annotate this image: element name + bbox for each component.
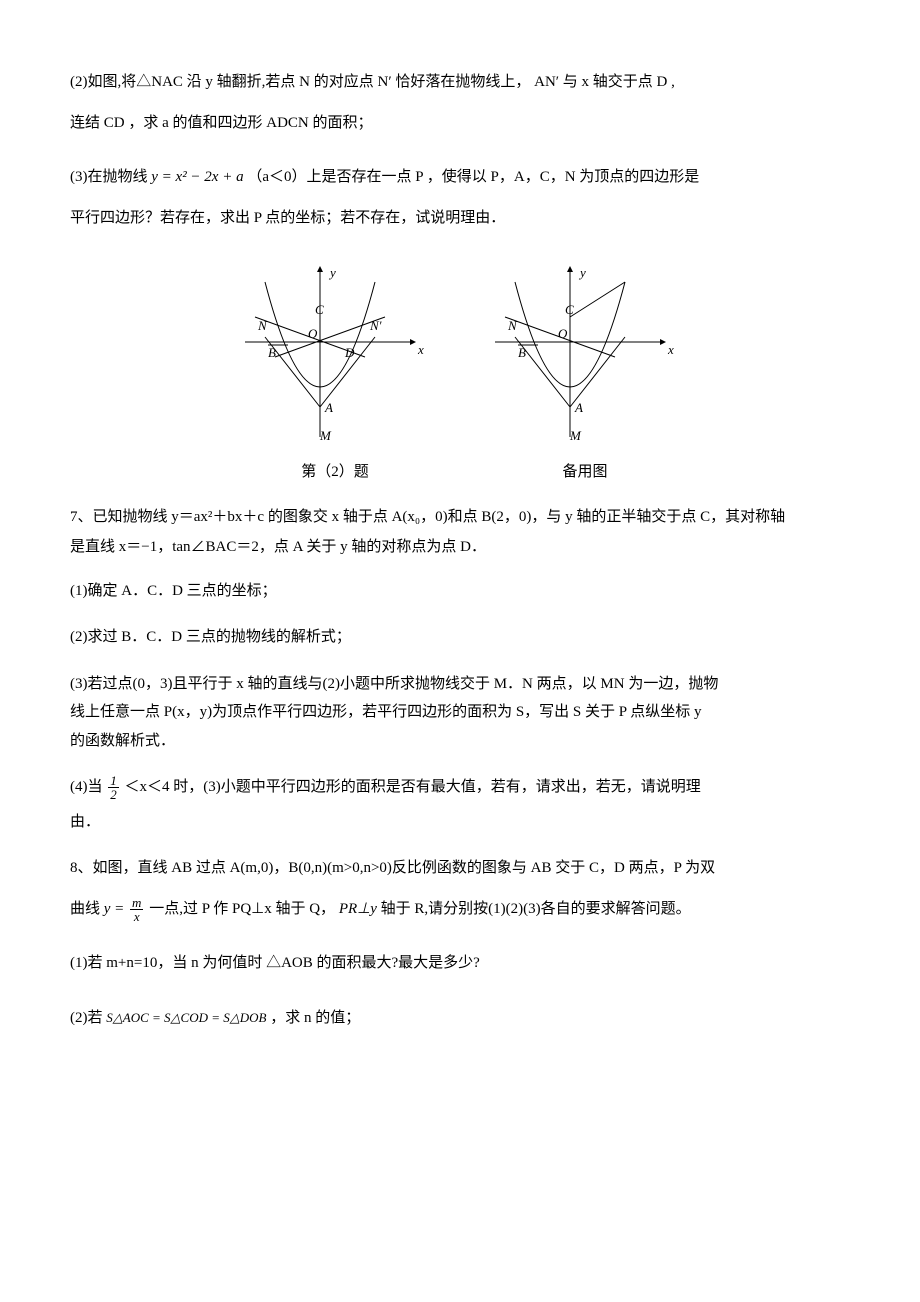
q7-p3-line1: (3)若过点(0，3)且平行于 x 轴的直线与(2)小题中所求抛物线交于 M．N… <box>70 670 850 699</box>
q6-part3-pre: (3)在抛物线 <box>70 169 148 185</box>
q7-p4-pre: (4)当 <box>70 779 103 795</box>
q8-p2: (2)若 S△AOC = S△COD = S△DOB ，求 n 的值； <box>70 1004 850 1033</box>
svg-text:y: y <box>578 265 586 280</box>
q7-p3-line2: 线上任意一点 P(x，y)为顶点作平行四边形，若平行四边形的面积为 S，写出 S… <box>70 698 850 727</box>
q8-eq-num: m <box>130 896 143 910</box>
svg-text:M: M <box>569 428 582 443</box>
q7-p4: (4)当 1 2 ＜x＜4 时，(3)小题中平行四边形的面积是否有最大值，若有，… <box>70 773 850 802</box>
figure-2-caption: 备用图 <box>490 458 680 487</box>
q7-p4-line2: 由． <box>70 808 850 837</box>
figure-row: y x O C N N′ B D A M 第（2）题 <box>70 262 850 487</box>
q8-eq-frac: m x <box>130 896 143 923</box>
figure-2-svg: y x O C N B A M <box>490 262 680 452</box>
q6-part2-line1: (2)如图,将△NAC 沿 y 轴翻折,若点 N 的对应点 N′ 恰好落在抛物线… <box>70 68 850 97</box>
q8-intro: 8、如图，直线 AB 过点 A(m,0)，B(0,n)(m>0,n>0)反比例函… <box>70 854 850 883</box>
q8-line2: 曲线 y = m x 一点,过 P 作 PQ⊥x 轴于 Q， PR⊥y 轴于 R… <box>70 895 850 924</box>
q8-p2-post: ，求 n 的值； <box>270 1010 360 1026</box>
svg-text:N: N <box>257 318 268 333</box>
q8-line2-pr: PR⊥y <box>339 901 377 917</box>
svg-text:B: B <box>268 345 276 360</box>
q6-part3-mid: （a＜0）上是否存在一点 P ，使得以 P，A，C，N 为顶点的四边形是 <box>247 169 699 185</box>
q7-p4-frac-den: 2 <box>108 788 119 801</box>
svg-text:O: O <box>558 326 568 341</box>
q7-p4-mid: ＜x＜4 时，(3)小题中平行四边形的面积是否有最大值，若有，请求出，若无，请说… <box>125 779 701 795</box>
q8-eq-pre: y = <box>104 901 125 917</box>
figure-2: y x O C N B A M 备用图 <box>490 262 680 487</box>
svg-text:N: N <box>507 318 518 333</box>
svg-text:B: B <box>518 345 526 360</box>
svg-text:N′: N′ <box>369 318 382 333</box>
q7-p2: (2)求过 B．C．D 三点的抛物线的解析式； <box>70 623 850 652</box>
svg-text:y: y <box>328 265 336 280</box>
figure-1-caption: 第（2）题 <box>240 458 430 487</box>
q8-p2-pre: (2)若 <box>70 1010 103 1026</box>
q8-p1: (1)若 m+n=10，当 n 为何值时 △AOB 的面积最大?最大是多少? <box>70 949 850 978</box>
svg-text:x: x <box>417 342 424 357</box>
q6-part3: (3)在抛物线 y = x² − 2x + a （a＜0）上是否存在一点 P ，… <box>70 163 850 192</box>
q6-part2-line2: 连结 CD ，求 a 的值和四边形 ADCN 的面积； <box>70 109 850 138</box>
q6-part3-line2: 平行四边形？若存在，求出 P 点的坐标；若不存在，试说明理由． <box>70 204 850 233</box>
svg-text:C: C <box>565 302 574 317</box>
q7-p4-frac-num: 1 <box>108 774 119 788</box>
svg-text:D: D <box>344 345 355 360</box>
q6-part3-eq: y = x² − 2x + a <box>151 169 243 185</box>
svg-text:M: M <box>319 428 332 443</box>
svg-text:C: C <box>315 302 324 317</box>
q8-line2-end: 轴于 R,请分别按(1)(2)(3)各自的要求解答问题。 <box>381 901 691 917</box>
q7-p1: (1)确定 A．C．D 三点的坐标； <box>70 577 850 606</box>
figure-1-svg: y x O C N N′ B D A M <box>240 262 430 452</box>
svg-text:A: A <box>324 400 333 415</box>
q7-p4-frac: 1 2 <box>108 774 119 801</box>
q7-intro-line1: 7、已知抛物线 y＝ax²＋bx＋c 的图象交 x 轴于点 A(x₀，0)和点 … <box>70 505 850 529</box>
svg-text:A: A <box>574 400 583 415</box>
svg-text:x: x <box>667 342 674 357</box>
figure-1: y x O C N N′ B D A M 第（2）题 <box>240 262 430 487</box>
q8-eq-den: x <box>130 910 143 923</box>
q8-line2-pre: 曲线 <box>70 901 100 917</box>
q8-line2-mid: 一点,过 P 作 PQ⊥x 轴于 Q， <box>149 901 335 917</box>
q7-p3-line3: 的函数解析式． <box>70 727 850 756</box>
q7-intro-line2: 是直线 x＝−1，tan∠BAC＝2，点 A 关于 y 轴的对称点为点 D． <box>70 535 850 559</box>
q8-p2-eq: S△AOC = S△COD = S△DOB <box>106 1010 266 1025</box>
svg-text:O: O <box>308 326 318 341</box>
